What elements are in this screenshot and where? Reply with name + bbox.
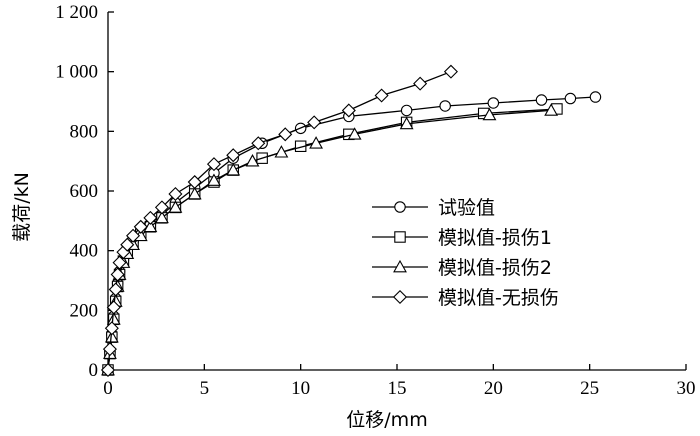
- data-point-diamond: [226, 148, 241, 163]
- legend-marker-diamond: [392, 289, 408, 305]
- data-point-diamond: [120, 237, 135, 252]
- y-tick-label: 1 200: [55, 2, 98, 23]
- x-tick-label: 20: [484, 378, 503, 399]
- y-tick-label: 400: [70, 241, 99, 262]
- data-point-diamond: [374, 88, 389, 103]
- data-point-triangle: [226, 163, 241, 176]
- data-point-triangle: [544, 103, 559, 116]
- data-point-triangle: [104, 330, 119, 343]
- x-tick-label: 30: [677, 378, 696, 399]
- data-point-diamond: [106, 300, 121, 315]
- data-point-diamond: [413, 76, 428, 91]
- x-tick-label: 5: [200, 378, 210, 399]
- data-point-triangle: [207, 173, 221, 186]
- legend-label: 模拟值-损伤2: [438, 257, 552, 279]
- y-axis-label: 载荷/kN: [11, 172, 33, 242]
- data-point-diamond: [108, 282, 123, 297]
- data-point-diamond: [278, 127, 293, 142]
- data-point-circle: [400, 104, 413, 117]
- data-point-triangle: [309, 136, 323, 149]
- y-tick-label: 0: [89, 360, 99, 381]
- legend-marker-triangle: [393, 259, 407, 273]
- legend-label: 模拟值-损伤1: [438, 227, 552, 249]
- data-point-diamond: [187, 175, 202, 190]
- series-layer: [100, 64, 602, 378]
- legend-marker-square: [394, 231, 406, 243]
- legend-label: 模拟值-无损伤: [438, 287, 559, 309]
- legend-label: 试验值: [438, 197, 495, 219]
- data-point-diamond: [112, 255, 127, 270]
- data-point-diamond: [307, 115, 322, 130]
- data-point-circle: [589, 91, 602, 103]
- data-point-triangle: [143, 219, 158, 233]
- legend-item: 模拟值-无损伤: [372, 287, 559, 309]
- x-tick-label: 25: [580, 378, 599, 399]
- data-point-diamond: [104, 321, 119, 336]
- data-point-triangle: [399, 116, 414, 130]
- series-diamond: [100, 64, 458, 378]
- data-point-circle: [535, 94, 548, 106]
- x-axis-label: 位移/mm: [346, 409, 427, 431]
- y-tick-label: 600: [70, 181, 99, 202]
- data-point-diamond: [154, 200, 169, 215]
- data-point-triangle: [274, 145, 289, 158]
- legend-item: 试验值: [372, 197, 495, 219]
- legend-marker-circle: [394, 201, 406, 213]
- data-point-diamond: [133, 219, 148, 234]
- data-point-diamond: [100, 362, 116, 378]
- y-tick-label: 1 000: [55, 62, 98, 83]
- data-point-circle: [439, 100, 451, 112]
- x-tick-label: 0: [103, 378, 113, 399]
- data-point-triangle: [482, 107, 497, 121]
- data-point-triangle: [168, 200, 183, 213]
- y-tick-label: 800: [70, 121, 99, 142]
- axes: 0 200 400 600 800 1 000 1 200 0 5 10 15 20 25 30: [55, 2, 695, 399]
- data-point-diamond: [443, 64, 458, 79]
- data-point-diamond: [102, 342, 117, 357]
- data-point-diamond: [168, 186, 183, 202]
- data-point-circle: [487, 97, 500, 109]
- data-point-triangle: [187, 186, 202, 200]
- data-point-diamond: [126, 228, 141, 243]
- data-point-diamond: [251, 136, 266, 151]
- data-point-triangle: [155, 210, 169, 224]
- legend-item: 模拟值-损伤1: [372, 227, 552, 249]
- data-point-diamond: [206, 157, 221, 172]
- x-tick-label: 15: [388, 378, 407, 399]
- x-tick-label: 10: [291, 378, 310, 399]
- data-point-triangle: [347, 127, 362, 140]
- data-point-diamond: [143, 210, 158, 225]
- data-point-diamond: [341, 103, 356, 118]
- legend-item: 模拟值-损伤2: [372, 257, 552, 279]
- data-point-diamond: [110, 267, 125, 282]
- data-point-triangle: [245, 154, 260, 167]
- data-point-circle: [564, 92, 577, 105]
- y-tick-label: 200: [70, 300, 99, 321]
